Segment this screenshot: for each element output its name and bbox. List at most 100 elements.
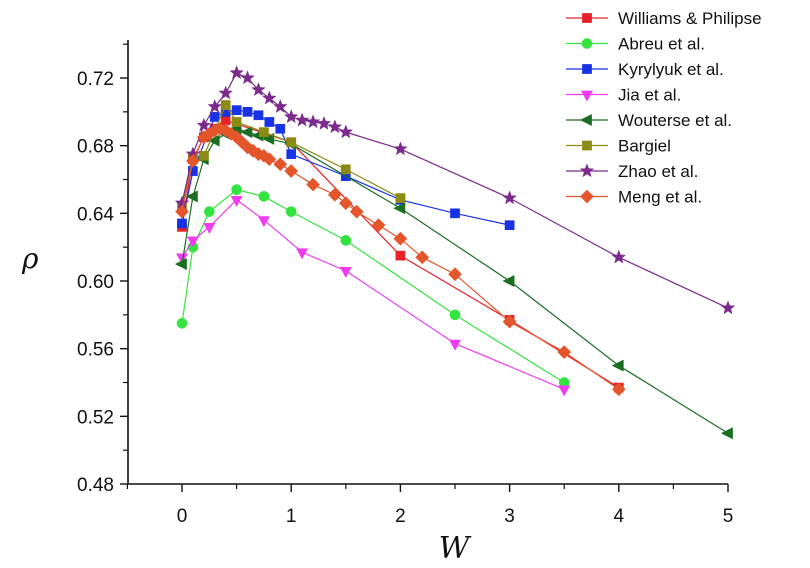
x-tick-label: 1 <box>286 506 297 527</box>
x-tick-label: 2 <box>395 506 406 527</box>
legend-marker <box>581 38 593 49</box>
data-point <box>230 195 243 207</box>
legend-marker <box>582 64 592 74</box>
y-tick-label: 0.56 <box>77 340 114 361</box>
data-point <box>231 184 242 195</box>
data-point <box>196 117 212 132</box>
data-point <box>340 235 352 246</box>
data-point <box>175 253 189 265</box>
legend-label: Abreu et al. <box>618 35 705 54</box>
data-point <box>338 124 354 139</box>
series-layer <box>174 65 736 440</box>
data-point <box>450 208 460 219</box>
data-point <box>174 258 187 271</box>
data-point <box>502 274 515 288</box>
data-point <box>720 300 736 315</box>
data-point <box>258 191 270 202</box>
x-tick-label: 0 <box>177 506 188 527</box>
data-point <box>257 216 270 228</box>
y-tick-label: 0.60 <box>77 272 114 293</box>
legend-label: Jia et al. <box>618 86 681 105</box>
y-tick-label: 0.64 <box>77 204 114 225</box>
data-point <box>286 149 297 159</box>
data-point <box>339 267 352 278</box>
legend-label: Williams & Philipse <box>618 9 762 28</box>
data-point <box>203 206 215 217</box>
axes: 0.48 0.52 0.56 0.60 0.64 0.68 0.72 0 1 2 3 4 5 <box>77 40 733 527</box>
data-point <box>502 190 517 205</box>
legend-marker <box>580 90 594 102</box>
data-point <box>175 204 189 219</box>
data-point <box>305 114 321 129</box>
legend-entry: Meng et al. <box>566 188 702 207</box>
data-point <box>296 248 309 260</box>
data-point <box>393 231 408 246</box>
legend-label: Bargiel <box>618 137 671 156</box>
data-point <box>262 90 277 105</box>
data-point <box>349 204 364 219</box>
x-tick-label: 4 <box>614 506 625 527</box>
data-point <box>393 141 408 156</box>
legend-marker <box>580 189 594 204</box>
x-tick-label: 5 <box>723 506 734 527</box>
data-point <box>285 206 297 217</box>
data-point <box>306 177 320 192</box>
series-meng-et-al <box>175 121 626 397</box>
data-point <box>229 65 244 80</box>
data-point <box>242 106 253 117</box>
series-williams-philipse <box>177 115 624 393</box>
data-point <box>395 250 406 261</box>
legend-entry: Wouterse et al. <box>566 111 732 130</box>
data-point <box>449 309 461 321</box>
data-point <box>611 249 627 264</box>
data-point <box>294 112 310 127</box>
legend-entry: Kyrylyuk et al. <box>566 60 724 79</box>
data-point <box>231 117 242 127</box>
data-point <box>395 193 406 203</box>
data-point <box>185 190 198 203</box>
legend-label: Zhao et al. <box>618 162 698 181</box>
data-point <box>338 196 353 211</box>
legend-label: Wouterse et al. <box>618 111 732 130</box>
x-tick-label: 3 <box>504 506 515 527</box>
data-point <box>371 218 386 233</box>
data-point <box>448 267 462 282</box>
data-point <box>504 220 515 231</box>
data-point <box>220 100 231 110</box>
data-point <box>177 218 187 229</box>
legend-label: Kyrylyuk et al. <box>618 60 724 79</box>
data-point <box>273 157 288 172</box>
data-point <box>272 99 288 113</box>
data-point <box>240 126 253 139</box>
data-point <box>186 236 199 248</box>
data-point <box>251 82 266 97</box>
legend-entry: Jia et al. <box>566 86 681 105</box>
legend-entry: Bargiel <box>566 137 671 156</box>
data-point <box>240 70 255 85</box>
data-point <box>327 119 343 134</box>
data-point <box>207 134 220 147</box>
data-point <box>557 345 572 360</box>
series-line <box>181 188 565 384</box>
data-point <box>283 109 299 124</box>
data-point <box>185 153 200 168</box>
data-point <box>415 250 430 265</box>
legend: Williams & Philipse Abreu et al. Kyrylyuk … <box>566 9 762 207</box>
y-tick-label: 0.48 <box>77 475 114 496</box>
data-point <box>284 164 299 178</box>
data-point <box>340 164 351 175</box>
data-point <box>393 202 406 215</box>
legend-entry: Williams & Philipse <box>566 9 762 28</box>
data-point <box>558 385 571 397</box>
series-jia-et-al <box>175 195 571 397</box>
data-point <box>231 105 242 115</box>
data-point <box>275 123 286 134</box>
data-point <box>209 112 220 122</box>
legend-marker <box>582 140 592 151</box>
data-point <box>259 127 269 137</box>
legend-marker <box>579 113 592 127</box>
legend-entry: Abreu et al. <box>566 35 705 54</box>
y-axis-title: ρ <box>21 242 39 275</box>
